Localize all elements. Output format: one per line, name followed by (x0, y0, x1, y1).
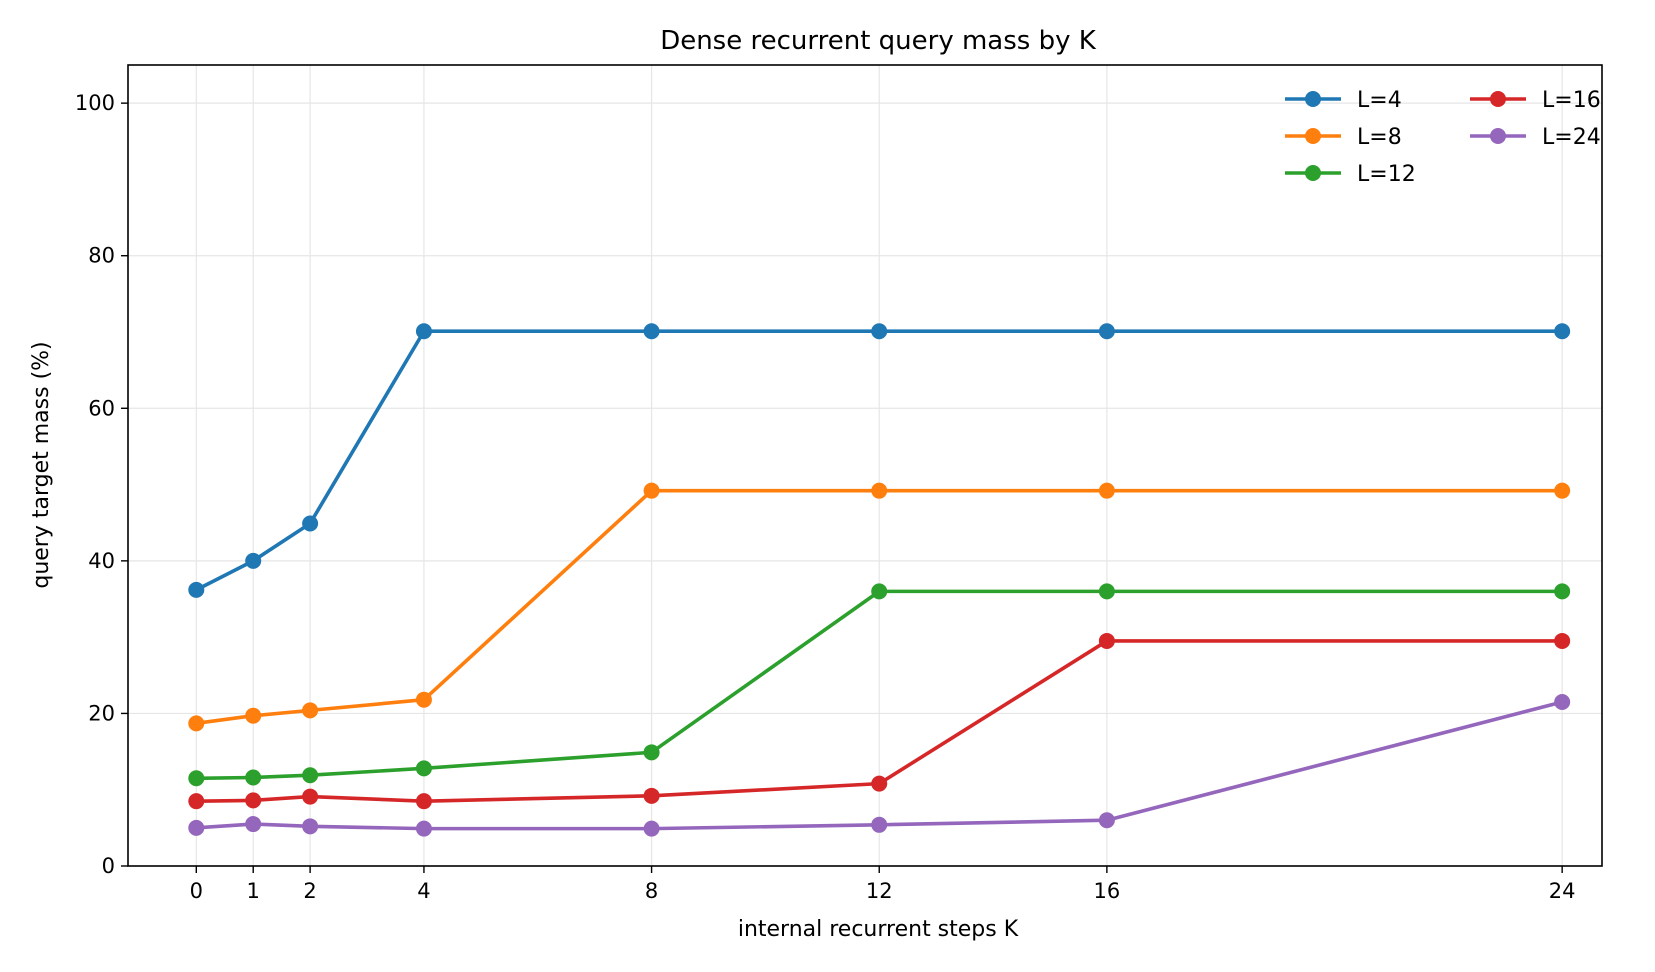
point-l24-k4 (415, 820, 432, 837)
legend-item-l24[interactable]: L=24 (1470, 125, 1601, 150)
x-tick-label-24: 24 (1549, 879, 1576, 903)
point-l12-k24 (1554, 583, 1571, 600)
grid (128, 65, 1602, 867)
series-line-l8 (196, 488, 1563, 726)
point-l24-k16 (1098, 812, 1115, 829)
legend-marker-l16 (1490, 91, 1506, 107)
point-l4-k16 (1098, 323, 1115, 340)
point-l16-k2 (302, 788, 319, 805)
point-l24-k24 (1554, 693, 1571, 710)
legend-marker-l24 (1490, 128, 1506, 144)
x-axis-ticks: 0 1 2 4 8 12 16 24 (190, 866, 1576, 903)
x-tick-label-2: 2 (303, 879, 316, 903)
y-tick-label-20: 20 (88, 701, 115, 725)
series-group (188, 323, 1571, 837)
point-l12-k4 (415, 760, 432, 777)
point-l4-k12 (871, 323, 888, 340)
point-l8-k4 (415, 691, 432, 708)
legend-item-l8[interactable]: L=8 (1285, 125, 1402, 150)
plot-frame (127, 64, 1603, 867)
point-l8-k12 (871, 482, 888, 499)
legend-label-l12: L=12 (1357, 162, 1416, 187)
x-tick-label-16: 16 (1094, 879, 1121, 903)
legend-label-l4: L=4 (1357, 88, 1402, 113)
point-l4-k24 (1554, 323, 1571, 340)
x-tick-label-12: 12 (866, 879, 893, 903)
series-l8 (188, 482, 1571, 732)
point-l8-k8 (643, 482, 660, 499)
point-l16-k0 (188, 793, 205, 810)
point-l16-k24 (1554, 632, 1571, 649)
legend-item-l16[interactable]: L=16 (1470, 88, 1601, 113)
point-l12-k8 (643, 744, 660, 761)
point-l4-k1 (245, 552, 262, 569)
y-tick-label-80: 80 (88, 244, 115, 268)
point-l24-k12 (871, 816, 888, 833)
chart-title: Dense recurrent query mass by K (660, 26, 1097, 56)
point-l16-k1 (245, 792, 262, 809)
point-l12-k1 (245, 769, 262, 786)
point-l24-k2 (302, 818, 319, 835)
legend[interactable]: L=4 L=8 L=12 L=16 L=24 (1285, 88, 1601, 187)
legend-label-l24: L=24 (1542, 125, 1601, 150)
legend-item-l12[interactable]: L=12 (1285, 162, 1416, 187)
point-l12-k16 (1098, 583, 1115, 600)
legend-label-l16: L=16 (1542, 88, 1601, 113)
y-tick-label-40: 40 (88, 549, 115, 573)
point-l16-k12 (871, 775, 888, 792)
x-axis-label: internal recurrent steps K (738, 917, 1019, 942)
point-l8-k24 (1554, 482, 1571, 499)
legend-marker-l8 (1305, 128, 1321, 144)
series-l4 (188, 323, 1571, 598)
point-l24-k8 (643, 820, 660, 837)
point-l12-k12 (871, 583, 888, 600)
point-l4-k4 (415, 323, 432, 340)
legend-item-l4[interactable]: L=4 (1285, 88, 1402, 113)
series-line-l16 (196, 639, 1563, 803)
point-l16-k8 (643, 787, 660, 804)
series-line-l4 (195, 329, 1563, 592)
y-axis-label: query target mass (%) (29, 341, 54, 588)
series-line-l24 (196, 700, 1563, 831)
x-tick-label-0: 0 (190, 879, 203, 903)
point-l4-k8 (643, 323, 660, 340)
y-tick-label-0: 0 (102, 854, 115, 878)
series-l12 (188, 583, 1571, 787)
series-line-l12 (196, 589, 1563, 781)
y-axis-ticks: 0 20 40 60 80 100 (75, 91, 128, 878)
point-l8-k16 (1098, 482, 1115, 499)
point-l12-k2 (302, 767, 319, 784)
point-l4-k0 (188, 581, 205, 598)
point-l8-k2 (302, 702, 319, 719)
point-l16-k4 (415, 793, 432, 810)
point-l8-k1 (245, 707, 262, 724)
legend-marker-l4 (1305, 91, 1321, 107)
point-l24-k1 (245, 816, 262, 833)
point-l8-k0 (188, 715, 205, 732)
point-l24-k0 (188, 819, 205, 836)
y-tick-label-60: 60 (88, 396, 115, 420)
x-tick-label-1: 1 (247, 879, 260, 903)
legend-label-l8: L=8 (1357, 125, 1402, 150)
x-tick-label-4: 4 (417, 879, 430, 903)
x-tick-label-8: 8 (645, 879, 658, 903)
point-l12-k0 (188, 770, 205, 787)
series-l24 (188, 693, 1571, 837)
point-l4-k2 (302, 515, 319, 532)
legend-marker-l12 (1305, 165, 1321, 181)
y-tick-label-100: 100 (75, 91, 115, 115)
series-l16 (188, 632, 1571, 810)
point-l16-k16 (1098, 632, 1115, 649)
